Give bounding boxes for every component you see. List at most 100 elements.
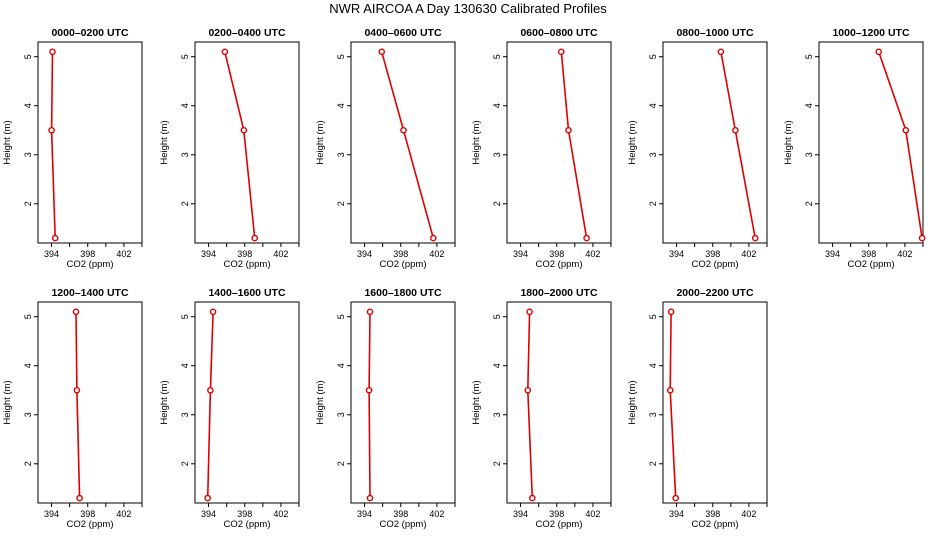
data-point [240,126,248,134]
series-line [877,51,923,239]
series-line [720,51,756,239]
panel-5: 1000–1200 UTC 394 398 402 2 3 4 5 CO2 (ppm) Heigh… [783,27,926,270]
data-point [378,48,386,56]
x-tick-label: 402 [429,509,444,519]
x-tick-label: 394 [201,509,216,519]
y-tick-label: 4 [492,103,502,108]
x-tick-label: 394 [669,509,684,519]
series-line [75,311,81,499]
data-point [672,494,679,502]
y-axis-label: Height (m) [471,380,482,424]
y-tick-label: 2 [492,461,502,466]
y-axis-label: Height (m) [2,380,13,424]
y-tick-label: 2 [336,461,346,466]
x-tick-label: 402 [273,249,288,259]
y-tick-label: 4 [804,103,814,108]
data-point [902,126,910,134]
y-tick-label: 4 [648,363,658,368]
y-tick-label: 3 [492,152,502,157]
data-point [209,308,217,316]
y-tick-label: 4 [492,363,502,368]
data-point [51,234,59,242]
plot-frame [350,41,456,244]
series-line [380,51,435,239]
y-tick-label: 5 [23,54,33,59]
x-tick-label: 402 [116,509,131,519]
data-point [583,234,590,242]
series-line [368,311,371,499]
plot-frame [818,41,924,244]
y-tick-label: 2 [180,201,190,206]
x-tick-label: 398 [549,509,564,519]
y-tick-label: 3 [648,412,658,417]
y-tick-label: 3 [180,412,190,417]
x-tick-label: 394 [513,249,528,259]
y-axis-label: Height (m) [315,380,326,424]
y-tick-label: 5 [336,314,346,319]
y-tick-label: 2 [336,201,346,206]
y-axis-label: Height (m) [471,120,482,164]
y-tick-label: 5 [180,54,190,59]
y-tick-label: 3 [804,152,814,157]
y-tick-label: 5 [648,54,658,59]
x-axis-label: CO2 (ppm) [67,259,114,270]
data-point [732,126,739,134]
x-tick-label: 398 [237,249,252,259]
panel-title: 0800–1000 UTC [676,27,753,39]
x-tick-label: 402 [741,509,756,519]
data-point [366,494,374,502]
y-tick-label: 2 [23,461,33,466]
x-tick-label: 398 [80,249,95,259]
x-tick-label: 398 [80,509,95,519]
x-tick-label: 398 [705,509,720,519]
plot-frame [662,301,768,504]
x-tick-label: 402 [429,249,444,259]
y-tick-label: 5 [492,314,502,319]
y-tick-label: 5 [180,314,190,319]
panel-title: 1400–1600 UTC [208,287,285,299]
y-tick-label: 5 [23,314,33,319]
y-tick-label: 3 [23,152,33,157]
x-axis-label: CO2 (ppm) [536,259,583,270]
y-tick-label: 5 [336,54,346,59]
data-point [529,494,536,502]
y-tick-label: 2 [648,201,658,206]
data-point [875,48,882,56]
x-axis-label: CO2 (ppm) [536,519,583,530]
y-tick-label: 3 [336,412,346,417]
data-point [221,48,229,56]
x-axis-label: CO2 (ppm) [380,519,427,530]
plot-frame [506,301,612,504]
y-tick-label: 2 [23,201,33,206]
panel-0: 0000–0200 UTC 394 398 402 2 3 4 5 CO2 (ppm) Heigh… [2,27,143,270]
x-tick-label: 394 [357,249,372,259]
panel-title: 1200–1400 UTC [51,287,128,299]
plot-frame [662,41,768,244]
panel-4: 0800–1000 UTC 394 398 402 2 3 4 5 CO2 (ppm) Heigh… [627,27,768,270]
panel-1: 0200–0400 UTC 394 398 402 2 3 4 5 CO2 (ppm) Heigh… [159,27,300,270]
panel-title: 2000–2200 UTC [676,287,753,299]
x-axis-label: CO2 (ppm) [848,259,895,270]
y-tick-label: 2 [180,461,190,466]
plot-frame [37,301,143,504]
x-tick-label: 394 [669,249,684,259]
x-tick-label: 402 [741,249,756,259]
x-axis-label: CO2 (ppm) [224,519,271,530]
panel-10: 2000–2200 UTC 394 398 402 2 3 4 5 CO2 (ppm) Heigh… [627,287,768,530]
data-point [365,386,373,394]
panel-2: 0400–0600 UTC 394 398 402 2 3 4 5 CO2 (ppm) Heigh… [315,27,456,270]
panel-7: 1400–1600 UTC 394 398 402 2 3 4 5 CO2 (ppm) Heigh… [159,287,300,530]
y-tick-label: 2 [648,461,658,466]
y-axis-label: Height (m) [2,120,13,164]
x-tick-label: 398 [393,249,408,259]
data-point [366,308,374,316]
series-line [50,51,56,239]
panel-title: 1000–1200 UTC [832,27,909,39]
panel-title: 0200–0400 UTC [208,27,285,39]
y-tick-label: 4 [336,363,346,368]
plot-frame [37,41,143,244]
x-tick-label: 402 [116,249,131,259]
y-axis-label: Height (m) [159,380,170,424]
y-tick-label: 2 [492,201,502,206]
data-point [76,494,83,502]
